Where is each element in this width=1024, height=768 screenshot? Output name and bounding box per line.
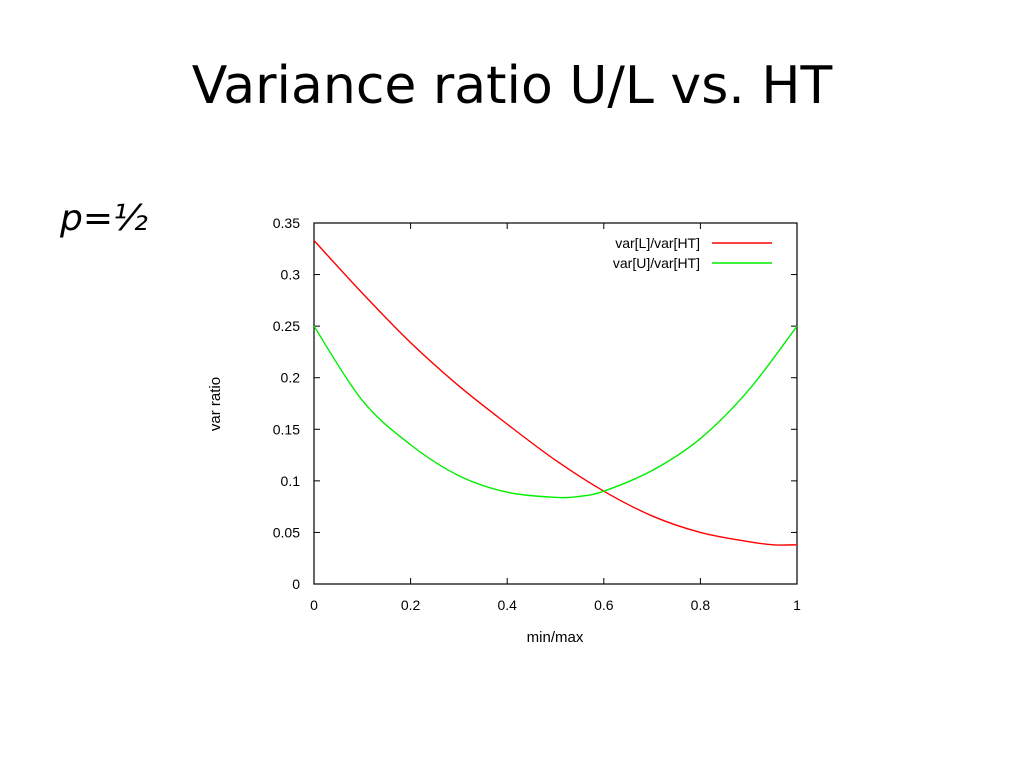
x-tick-label: 0.8 (691, 597, 711, 613)
parameter-label: p=½ (60, 198, 148, 239)
y-tick-label: 0.2 (281, 370, 301, 386)
x-tick-label: 0.2 (401, 597, 421, 613)
x-tick-label: 0.6 (594, 597, 614, 613)
y-tick-label: 0.3 (281, 267, 301, 283)
y-tick-label: 0.25 (273, 318, 300, 334)
series-line-var-l (313, 240, 798, 546)
x-tick-label: 0.4 (497, 597, 517, 613)
x-tick-label: 0 (310, 597, 318, 613)
y-tick-label: 0.05 (273, 524, 300, 540)
y-tick-label: 0 (292, 576, 300, 592)
slide-title: Variance ratio U/L vs. HT (191, 56, 833, 116)
y-tick-label: 0.1 (281, 473, 301, 489)
y-tick-label: 0.15 (273, 421, 300, 437)
legend-label: var[U]/var[HT] (613, 255, 700, 271)
legend-label: var[L]/var[HT] (615, 235, 700, 251)
y-axis-label: var ratio (207, 377, 224, 431)
series-line-var-u (313, 325, 798, 499)
x-axis-label: min/max (527, 629, 584, 646)
plot-frame (313, 222, 798, 585)
y-tick-label: 0.35 (273, 215, 300, 231)
x-tick-label: 1 (793, 597, 801, 613)
